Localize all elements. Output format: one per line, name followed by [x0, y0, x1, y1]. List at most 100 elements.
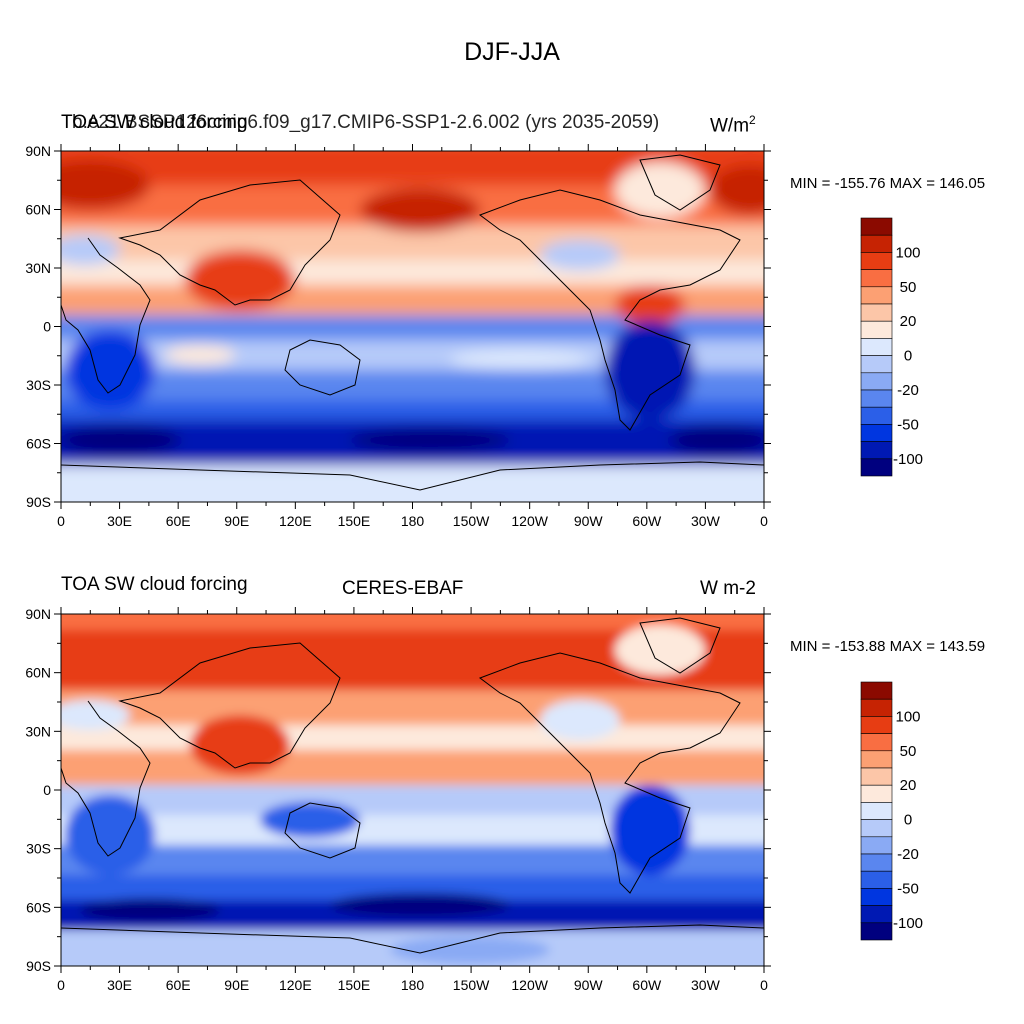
- panel2-lon-label: 120E: [279, 977, 312, 993]
- panel1-axes: 0 30E 60E 90E 120E 150E 180 150W 120W 90W 60W 30W 09…: [25, 143, 771, 529]
- panel2-colorbar-label: -50: [897, 880, 919, 897]
- panel2-colorbar-label: 0: [904, 812, 912, 829]
- panel2-colorbar-box: [860, 922, 893, 941]
- panel2-lon-label: 0: [57, 977, 65, 993]
- panel1-lat-label: 0: [43, 319, 51, 335]
- panel2-colorbar-box: [860, 733, 893, 752]
- panel1-colorbar-box: [860, 286, 893, 305]
- panel2-left-title: TOA SW cloud forcing: [61, 574, 248, 595]
- panel2-colorbar-label: 20: [900, 777, 917, 794]
- panel1-lat-label: 90S: [26, 494, 51, 510]
- panel1-colorbar-label: -100: [893, 451, 923, 468]
- panel2-lon-label: 30E: [107, 977, 132, 993]
- panel1-colorbar-label: 0: [904, 348, 912, 365]
- panel2-units: W m-2: [700, 578, 756, 599]
- panel1-minmax: MIN = -155.76 MAX = 146.05: [790, 175, 986, 192]
- panel2-colorbar-box: [860, 716, 893, 734]
- panel2-colorbar-label: 100: [895, 708, 920, 725]
- panel2-minmax: MIN = -153.88 MAX = 143.59: [790, 638, 986, 655]
- panel2-map: [60, 613, 765, 967]
- panel2-colorbar-label: -20: [897, 846, 919, 863]
- panel2-lon-label: 180: [401, 977, 425, 993]
- panel2-colorbar-box: [860, 681, 893, 700]
- panel2-lat-label: 0: [43, 782, 51, 798]
- panel1-lon-label: 90W: [574, 513, 604, 529]
- panel2-colorbar-box: [860, 836, 893, 855]
- panel1-colorbar-box: [860, 424, 893, 442]
- panel2-colorbar-box: [860, 870, 893, 889]
- panel1-colorbar-label: 20: [900, 313, 917, 330]
- panel1-colorbar-box: [860, 355, 893, 374]
- panel1-lat-label: 60N: [25, 202, 51, 218]
- panel2-field: [61, 614, 764, 966]
- panel2-lon-label: 150W: [453, 977, 490, 993]
- panel1-left-title: TOA SW cloud forcing: [61, 112, 248, 133]
- panel1-coastlines: [61, 154, 764, 491]
- panel1-lon-label: 90E: [224, 513, 249, 529]
- panel2-axes: 0 30E 60E 90E 120E 150E 180 150W 120W 90W 60W 30W 09…: [25, 606, 771, 993]
- panel2-lat-label: 60N: [25, 665, 51, 681]
- panel1-field: [61, 151, 764, 502]
- panel1-lon-label: 60E: [166, 513, 191, 529]
- panel2-lat-label: 60S: [26, 899, 51, 915]
- panel1-colorbar-label: 100: [895, 244, 920, 261]
- panel2-lon-label: 150E: [338, 977, 371, 993]
- panel1-lon-label: 150W: [453, 513, 490, 529]
- panel2-colorbar-box: [860, 750, 893, 769]
- panel1-lon-label: 150E: [338, 513, 371, 529]
- panel1-colorbar-box: [860, 320, 893, 339]
- panel1-lon-label: 180: [401, 513, 425, 529]
- panel2-colorbar-box: [860, 905, 893, 924]
- figure-title: DJF-JJA: [464, 38, 560, 66]
- panel2-lon-label: 60W: [632, 977, 662, 993]
- panel1-lon-label: 30W: [691, 513, 721, 529]
- panel2-colorbar-box: [860, 802, 893, 820]
- panel1-colorbar-box: [860, 269, 893, 288]
- panel2-lon-label: 30W: [691, 977, 721, 993]
- panel2-colorbar-box: [860, 767, 893, 786]
- panel1-colorbar-box: [860, 389, 893, 408]
- panel1-colorbar-label: -20: [897, 382, 919, 399]
- panel1-lon-label: 0: [760, 513, 768, 529]
- panel2-lat-label: 90N: [25, 606, 51, 622]
- panel1-colorbar: 100 50 20 0 -20 -50 -100: [860, 217, 923, 477]
- panel2-colorbar-box: [860, 853, 893, 872]
- panel1-colorbar-box: [860, 338, 893, 356]
- panel1-lat-label: 60S: [26, 436, 51, 452]
- panel2-lon-label: 120W: [511, 977, 548, 993]
- panel2-lon-label: 90E: [224, 977, 249, 993]
- panel1-lat-label: 30S: [26, 377, 51, 393]
- panel1-lon-label: 60W: [632, 513, 662, 529]
- panel1-lat-label: 30N: [25, 260, 51, 276]
- panel1-lon-label: 30E: [107, 513, 132, 529]
- panel2-colorbar-box: [860, 819, 893, 838]
- panel1-map: [60, 150, 765, 503]
- panel1-lon-label: 0: [57, 513, 65, 529]
- panel2-colorbar-label: -100: [893, 915, 923, 932]
- panel2-colorbar-box: [860, 698, 893, 717]
- panel2-colorbar-box: [860, 888, 893, 906]
- panel2-lon-label: 0: [760, 977, 768, 993]
- panel1-colorbar-box: [860, 252, 893, 270]
- panel1-center-title: b.e21.BSSP126cmip6.f09_g17.CMIP6-SSP1-2.…: [72, 112, 660, 133]
- panel2-lat-label: 30N: [25, 723, 51, 739]
- panel1-colorbar-box: [860, 217, 893, 236]
- panel2-center-title: CERES-EBAF: [342, 578, 464, 599]
- panel1-lon-label: 120W: [511, 513, 548, 529]
- panel2-coastlines: [61, 617, 764, 954]
- panel1-units: W/m2: [710, 113, 756, 137]
- panel2-colorbar: 100 50 20 0 -20 -50 -100: [860, 681, 923, 941]
- panel1-colorbar-label: -50: [897, 416, 919, 433]
- panel1-colorbar-box: [860, 303, 893, 322]
- panel1-colorbar-box: [860, 372, 893, 391]
- panel1-colorbar-box: [860, 234, 893, 253]
- panel2-colorbar-label: 50: [900, 743, 917, 760]
- panel1-lat-label: 90N: [25, 143, 51, 159]
- panel1-colorbar-box: [860, 406, 893, 425]
- panel1-colorbar-label: 50: [900, 279, 917, 296]
- panel1-colorbar-box: [860, 458, 893, 477]
- panel2-lat-label: 30S: [26, 841, 51, 857]
- panel2-lon-label: 60E: [166, 977, 191, 993]
- panel2-lat-label: 90S: [26, 958, 51, 974]
